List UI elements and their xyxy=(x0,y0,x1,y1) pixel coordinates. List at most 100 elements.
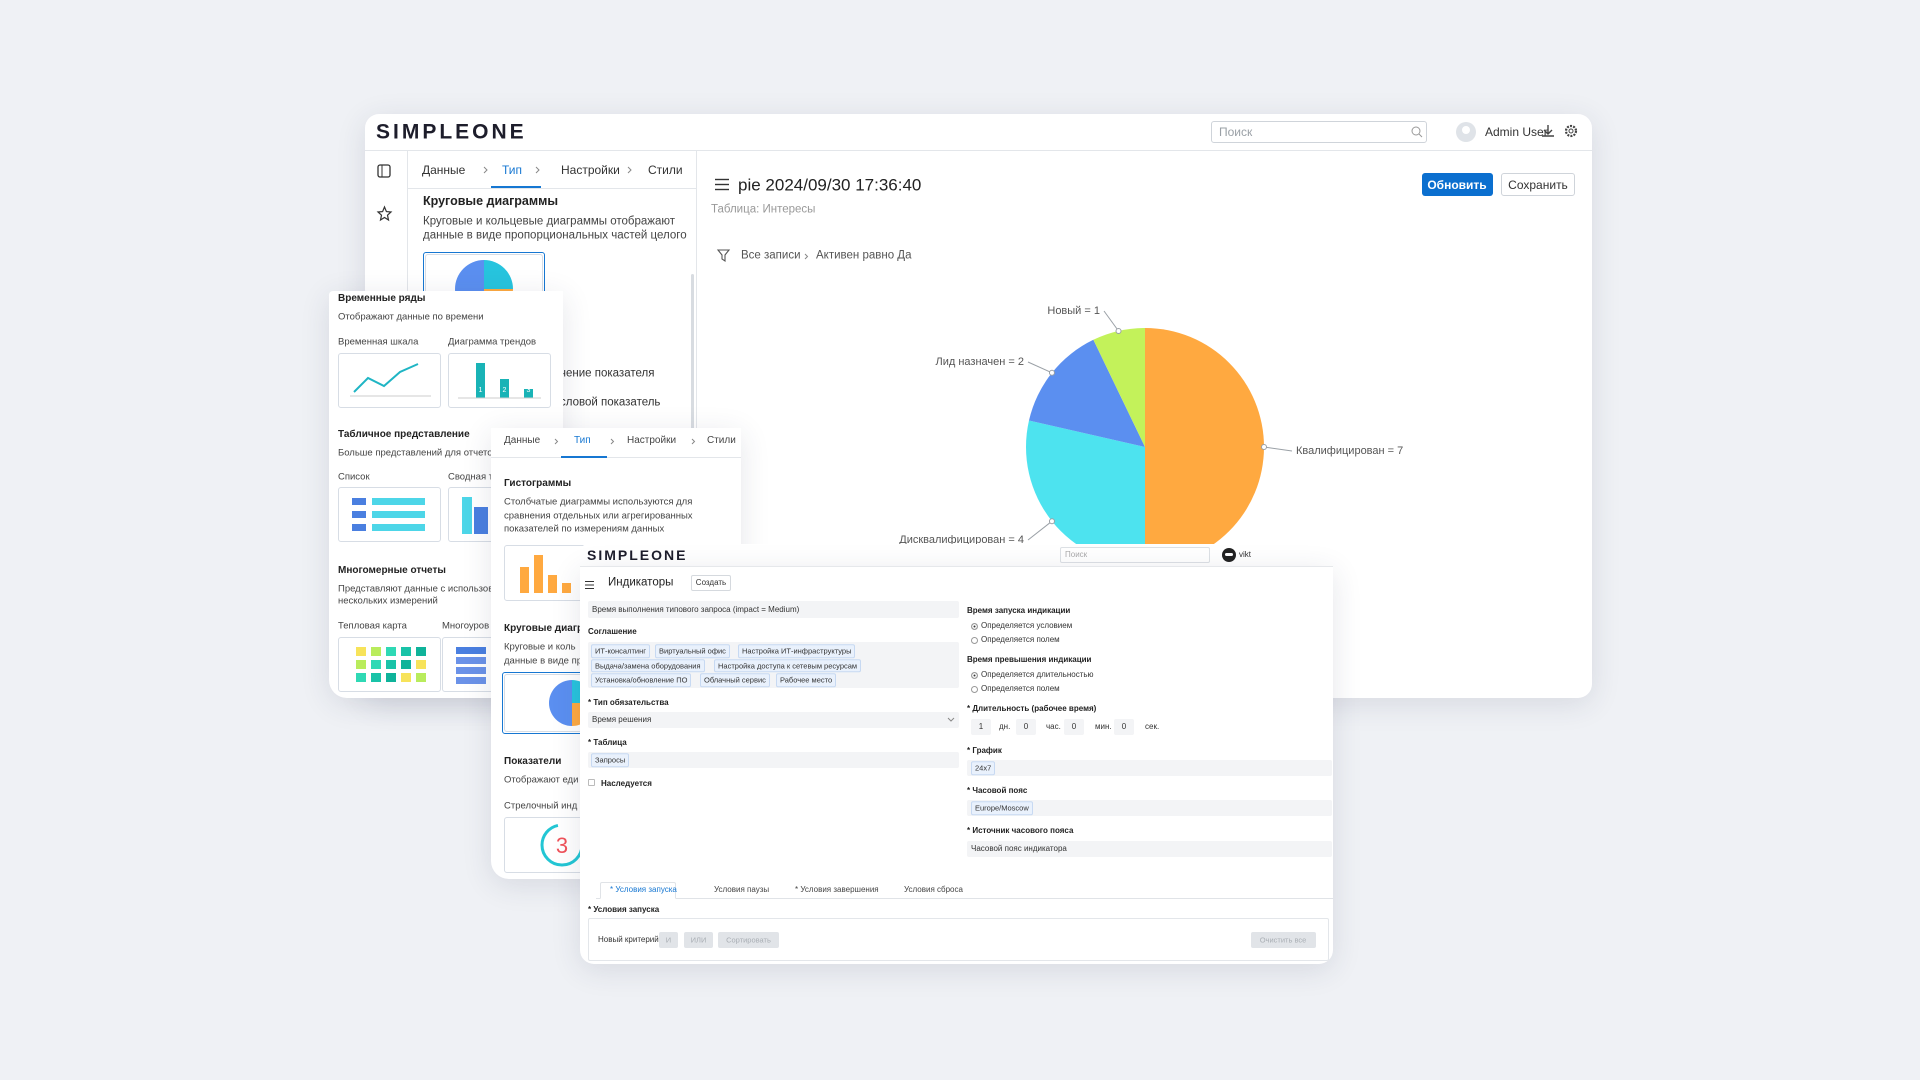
section-description: Столбчатые диаграммы используются для xyxy=(504,496,693,508)
save-button[interactable] xyxy=(1501,173,1575,196)
section-description: Больше представлений для отчетов xyxy=(338,447,498,459)
divider xyxy=(696,150,697,698)
criterion-button[interactable] xyxy=(659,932,678,948)
chevron xyxy=(627,166,632,174)
tab[interactable]: Данные xyxy=(422,163,466,177)
heat-cell xyxy=(401,673,411,682)
form-tab[interactable]: * Условия завершения xyxy=(795,885,879,894)
obligation-select[interactable] xyxy=(588,712,959,728)
section-title: Круговые диаграммы xyxy=(423,193,559,208)
thumbnail-art xyxy=(350,363,431,397)
heat-cell xyxy=(356,660,366,669)
thumbnail-art xyxy=(356,647,426,682)
duration-unit: мин. xyxy=(1095,722,1112,731)
multi-row xyxy=(456,667,486,674)
field-label: * График xyxy=(967,746,1002,755)
search-box[interactable] xyxy=(1060,547,1210,563)
chevron xyxy=(483,166,488,174)
avatar-head xyxy=(1462,126,1470,134)
pie-slice xyxy=(1028,339,1145,447)
form-tab[interactable]: Условия сброса xyxy=(904,885,963,894)
create-button-label[interactable]: Создать xyxy=(695,578,727,587)
tab[interactable]: Настройки xyxy=(561,163,620,177)
schedule-field[interactable] xyxy=(967,760,1332,776)
user-name[interactable]: Admin User xyxy=(1485,125,1548,139)
chevron xyxy=(535,166,540,174)
section-title: Временные ряды xyxy=(338,293,426,304)
radio[interactable] xyxy=(971,636,978,644)
clear-button-label[interactable]: Очистить все xyxy=(1259,935,1307,945)
clear-button[interactable] xyxy=(1251,932,1316,948)
filter-breadcrumb[interactable]: Все записи xyxy=(741,249,801,262)
save-button-label[interactable]: Сохранить xyxy=(1508,178,1568,192)
duration-value: 0 xyxy=(1121,722,1127,731)
refresh-button-label[interactable]: Обновить xyxy=(1427,178,1487,192)
timezone-field[interactable] xyxy=(967,800,1332,816)
tab[interactable]: Тип xyxy=(574,435,591,446)
divider xyxy=(596,898,1333,899)
form-header: SIMPLEONE Поиск vikt xyxy=(580,544,1254,566)
name-input[interactable] xyxy=(588,601,959,618)
star xyxy=(376,205,393,222)
pie-thumb-slice xyxy=(484,260,513,289)
duration-value: 0 xyxy=(1071,722,1077,731)
thumbnail[interactable] xyxy=(448,353,551,408)
agreement-tag: Настройка доступа к сетевым ресурсам xyxy=(714,658,862,673)
leader-dot xyxy=(1261,444,1267,450)
tab[interactable]: Данные xyxy=(504,435,541,446)
row-bar xyxy=(372,511,425,518)
checkbox[interactable] xyxy=(588,779,595,786)
timezone-source-select[interactable] xyxy=(967,841,1332,857)
chevron xyxy=(804,253,809,259)
tab[interactable]: Стили xyxy=(648,163,683,177)
arrow xyxy=(947,717,955,722)
thumbnail-art xyxy=(352,498,425,531)
radio[interactable] xyxy=(971,671,978,679)
form-tab[interactable]: Условия паузы xyxy=(714,885,770,894)
create-button[interactable] xyxy=(691,575,731,591)
duration-input[interactable] xyxy=(971,719,991,735)
leader-dot xyxy=(1115,327,1122,334)
duration-unit: сек. xyxy=(1145,722,1160,731)
table-field[interactable] xyxy=(588,752,959,768)
menu-icon xyxy=(715,178,729,191)
tab[interactable]: Тип xyxy=(502,163,523,177)
heat-cell xyxy=(371,660,381,669)
criterion-button-label[interactable]: И xyxy=(665,935,672,945)
field-label: Время запуска индикации xyxy=(967,606,1071,615)
timezone-tag: Europe/Moscow xyxy=(971,801,1033,815)
multi-row xyxy=(456,647,486,654)
heat-cell xyxy=(416,660,426,669)
form-tab[interactable]: * Условия запуска xyxy=(610,885,677,894)
search-box[interactable] xyxy=(1211,121,1427,143)
refresh-button[interactable] xyxy=(1422,173,1493,196)
duration-input[interactable] xyxy=(1114,719,1134,735)
criterion-button[interactable] xyxy=(718,932,779,948)
trend-bar xyxy=(500,379,509,398)
conditions-box xyxy=(588,918,1329,961)
criterion-button-label[interactable]: Сортировать xyxy=(726,935,771,945)
panel-icon xyxy=(377,164,391,178)
lens xyxy=(1411,126,1421,136)
agreement-tag: Виртуальный офис xyxy=(655,644,730,658)
radio[interactable] xyxy=(971,622,978,630)
tab[interactable]: Стили xyxy=(707,435,736,446)
section-description: Круговые и кольцевые диаграммы отображаю… xyxy=(423,215,676,228)
avatar xyxy=(1456,122,1476,142)
chart-type-name: Диаграмма трендов xyxy=(448,336,537,348)
agreement-tag: Выдача/замена оборудования xyxy=(591,658,705,673)
thumbnail-art xyxy=(462,497,488,534)
duration-input[interactable] xyxy=(1064,719,1084,735)
criterion-button[interactable] xyxy=(684,932,713,948)
chevron-shape xyxy=(554,438,559,444)
trend-bar xyxy=(524,389,533,398)
filter-condition[interactable]: Активен равно Да xyxy=(816,249,912,262)
radio-label: Определяется полем xyxy=(981,635,1060,644)
radio[interactable] xyxy=(971,685,978,693)
download-icon xyxy=(1542,125,1554,137)
tab[interactable]: Настройки xyxy=(627,435,677,446)
duration-input[interactable] xyxy=(1016,719,1036,735)
criterion-button-label[interactable]: ИЛИ xyxy=(690,935,707,945)
field-label: * Тип обязательства xyxy=(588,698,669,707)
